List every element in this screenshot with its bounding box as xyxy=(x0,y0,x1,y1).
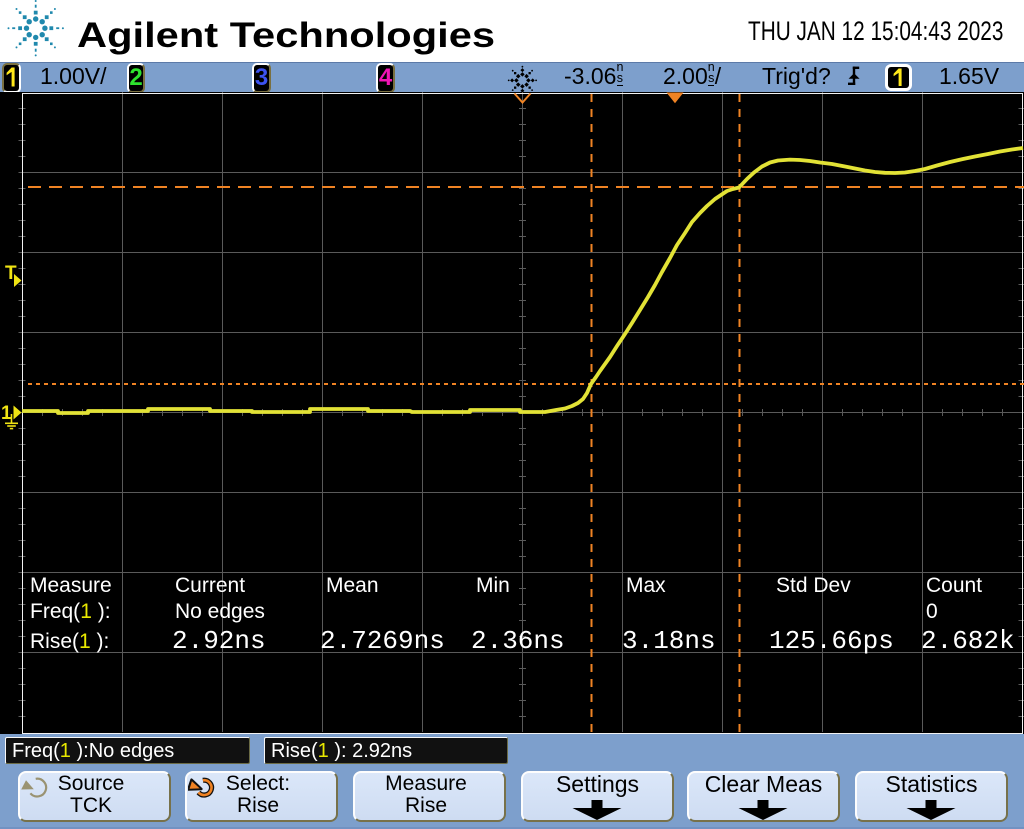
svg-text:No edges: No edges xyxy=(175,600,265,623)
svg-text:Current: Current xyxy=(175,574,245,597)
svg-text:1: 1 xyxy=(1,403,12,424)
svg-text:2.682k: 2.682k xyxy=(921,626,1015,656)
svg-text:Count: Count xyxy=(926,574,982,597)
svg-text:Std Dev: Std Dev xyxy=(776,574,851,597)
svg-text:0: 0 xyxy=(926,600,938,623)
svg-text:2.92ns: 2.92ns xyxy=(172,626,266,656)
svg-text:Measure: Measure xyxy=(30,574,112,597)
svg-text:Rise(1 ):: Rise(1 ): xyxy=(30,630,109,653)
svg-text:2.7269ns: 2.7269ns xyxy=(320,626,445,656)
svg-text:Mean: Mean xyxy=(326,574,379,597)
svg-text:3.18ns: 3.18ns xyxy=(622,626,716,656)
svg-text:Max: Max xyxy=(626,574,666,597)
svg-text:Freq(1 ):: Freq(1 ): xyxy=(30,600,111,623)
svg-text:2.36ns: 2.36ns xyxy=(471,626,565,656)
svg-text:Min: Min xyxy=(476,574,510,597)
svg-text:125.66ps: 125.66ps xyxy=(769,626,894,656)
